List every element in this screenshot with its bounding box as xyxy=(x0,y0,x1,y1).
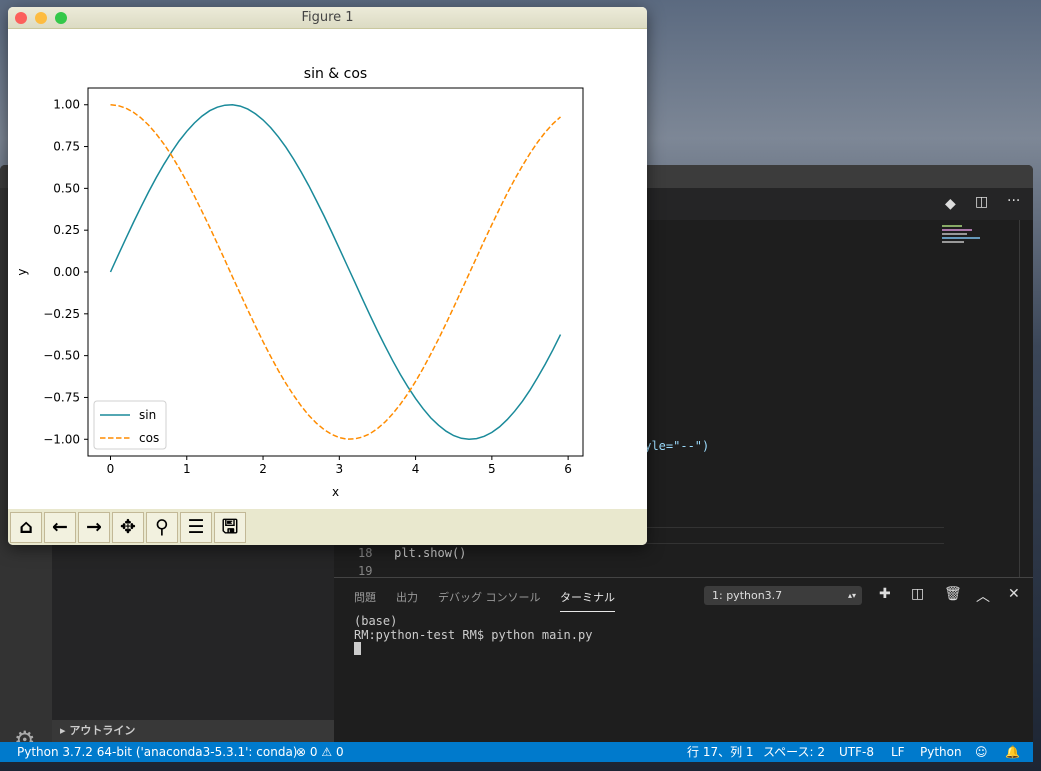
status-bar: Python 3.7.2 64-bit ('anaconda3-5.3.1': … xyxy=(0,742,1033,762)
terminal-line: (base) xyxy=(354,614,398,628)
series-line-sin xyxy=(109,103,562,441)
maximize-panel-icon[interactable]: ︿ xyxy=(976,589,990,605)
x-tick-label: 5 xyxy=(488,462,496,476)
updown-icon: ▴▾ xyxy=(847,591,856,600)
x-tick-label: 6 xyxy=(564,462,572,476)
y-tick-label: 0.25 xyxy=(53,223,80,237)
warning-icon: ⚠ xyxy=(321,745,333,759)
zoom-button[interactable]: ⚲ xyxy=(146,512,178,543)
git-compare-icon[interactable]: ◆ xyxy=(945,196,956,212)
code-text: plt.show() xyxy=(394,546,467,560)
save-button[interactable]: 🖫 xyxy=(214,512,246,543)
terminal-output[interactable]: (base) RM:python-test RM$ python main.py xyxy=(354,614,592,658)
encoding[interactable]: UTF-8 xyxy=(839,745,874,759)
line-number: 18 xyxy=(358,546,373,560)
new-terminal-icon[interactable]: ✚ xyxy=(879,586,891,602)
y-tick-label: 0.50 xyxy=(53,181,80,195)
chart-title: sin & cos xyxy=(304,66,367,82)
editor-scrollbar[interactable] xyxy=(1019,220,1020,577)
tab-problems[interactable]: 問題 xyxy=(354,591,376,604)
series-line-cos xyxy=(110,103,562,440)
terminal-line: RM:python-test RM$ python main.py xyxy=(354,628,593,642)
trash-icon[interactable]: 🗑 xyxy=(944,586,962,602)
zoom-window-button[interactable] xyxy=(55,12,67,24)
x-tick-label: 4 xyxy=(412,462,420,476)
notifications-bell-icon[interactable]: 🔔 xyxy=(1005,745,1020,759)
home-button[interactable]: ⌂ xyxy=(10,512,42,543)
x-tick-label: 0 xyxy=(107,462,115,476)
python-interpreter[interactable]: Python 3.7.2 64-bit ('anaconda3-5.3.1': … xyxy=(17,745,298,759)
code-line-fragment: tyle="--") xyxy=(637,439,710,453)
y-tick-label: 0.00 xyxy=(53,265,80,279)
outline-section[interactable]: ▸ アウトライン xyxy=(52,720,334,742)
terminal-select[interactable]: 1: python3.7 ▴▾ xyxy=(704,586,862,605)
x-axis-label: x xyxy=(332,485,339,499)
figure-titlebar: Figure 1 xyxy=(8,7,647,29)
y-tick-label: 0.75 xyxy=(53,140,80,154)
window-title: Figure 1 xyxy=(301,10,354,25)
y-tick-label: −0.25 xyxy=(43,307,80,321)
feedback-smiley-icon[interactable]: ☺ xyxy=(975,745,988,759)
close-panel-icon[interactable]: ✕ xyxy=(1008,586,1020,602)
save-icon: 🖫 xyxy=(221,516,239,538)
configure-subplots-icon: ☰ xyxy=(187,516,205,538)
plot-area xyxy=(87,87,584,457)
back-button[interactable]: ← xyxy=(44,512,76,543)
minimap[interactable] xyxy=(942,223,982,263)
minimize-window-button[interactable] xyxy=(35,12,47,24)
split-terminal-icon[interactable]: ◫ xyxy=(911,586,925,602)
close-window-button[interactable] xyxy=(15,12,27,24)
terminal-select-value: 1: python3.7 xyxy=(712,589,783,602)
line-ending[interactable]: LF xyxy=(891,745,905,759)
tab-output[interactable]: 出力 xyxy=(396,591,418,604)
y-tick-label: −0.75 xyxy=(43,390,80,404)
error-icon: ⊗ xyxy=(296,745,307,759)
indentation[interactable]: スペース: 2 xyxy=(763,745,826,759)
chart: 0 1 2 3 4 5 6 1.00 0.75 0.50 0.25 0.00 −0.25 −0.50 −0.… xyxy=(15,66,584,499)
problems-indicator[interactable]: ⊗ 0 ⚠ 0 xyxy=(296,742,344,762)
code-line: 19 xyxy=(358,564,372,578)
code-line: 18 plt.show() xyxy=(358,546,466,560)
y-tick-label: 1.00 xyxy=(53,98,80,112)
legend-label: cos xyxy=(139,431,159,445)
bottom-panel: 問題 出力 デバッグ コンソール ターミナル 1: python3.7 ▴▾ ✚ … xyxy=(334,577,1033,742)
back-arrow-icon: ← xyxy=(52,516,68,538)
split-editor-icon[interactable]: ◫ xyxy=(975,194,989,210)
forward-button[interactable]: → xyxy=(78,512,110,543)
tab-debug-console[interactable]: デバッグ コンソール xyxy=(438,591,541,604)
cursor-position[interactable]: 行 17、列 1 xyxy=(687,745,754,759)
language-mode[interactable]: Python xyxy=(920,745,962,759)
zoom-icon: ⚲ xyxy=(155,516,169,538)
x-tick-label: 2 xyxy=(259,462,267,476)
home-icon: ⌂ xyxy=(19,516,33,538)
x-tick-label: 1 xyxy=(183,462,191,476)
legend-box xyxy=(93,400,167,450)
y-tick-label: −1.00 xyxy=(43,432,80,446)
pan-icon: ✥ xyxy=(120,516,136,538)
terminal-cursor xyxy=(354,642,361,655)
y-tick-label: −0.50 xyxy=(43,349,80,363)
outline-label: アウトライン xyxy=(69,724,136,737)
more-actions-icon[interactable]: ··· xyxy=(1007,193,1021,209)
tab-terminal[interactable]: ターミナル xyxy=(560,589,615,612)
pan-button[interactable]: ✥ xyxy=(112,512,144,543)
y-axis-label: y xyxy=(15,268,29,275)
x-tick-label: 3 xyxy=(335,462,343,476)
figure-toolbar: ⌂ ← → ✥ ⚲ ☰ 🖫 xyxy=(8,509,647,545)
error-count: 0 xyxy=(309,745,318,759)
matplotlib-figure-window: Figure 1 0 1 2 3 4 5 6 1.00 0.75 0.50 0.25 0.00 −0.2… xyxy=(8,7,647,545)
forward-arrow-icon: → xyxy=(86,516,102,538)
legend-label: sin xyxy=(139,408,156,422)
chevron-right-icon: ▸ xyxy=(60,724,70,737)
warning-count: 0 xyxy=(335,745,344,759)
configure-subplots-button[interactable]: ☰ xyxy=(180,512,212,543)
line-number: 19 xyxy=(358,564,373,578)
